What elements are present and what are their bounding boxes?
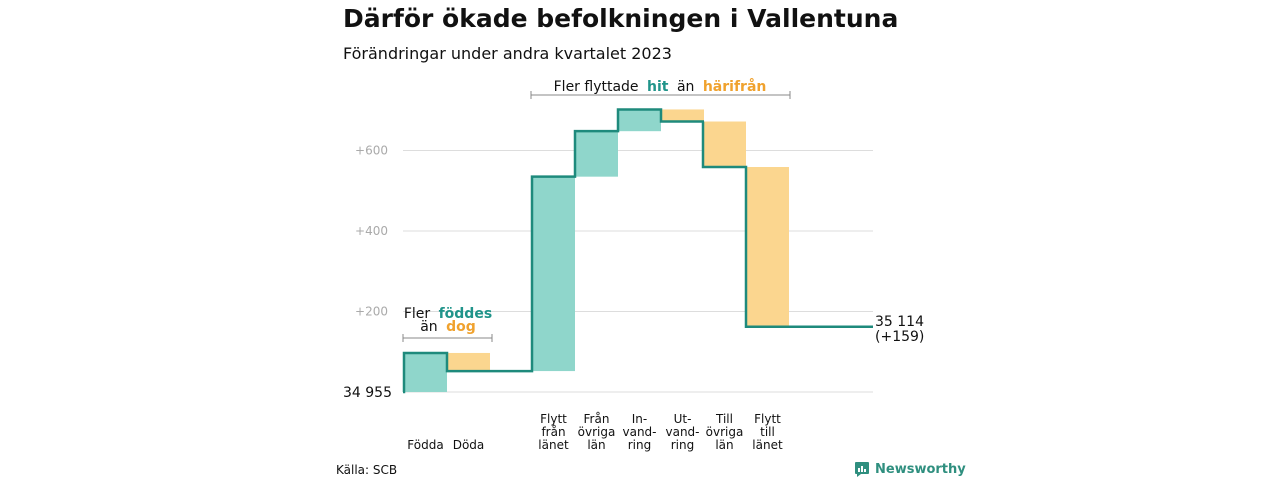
category-label-line: ring bbox=[628, 438, 652, 452]
category-label-line: Från bbox=[584, 412, 610, 426]
chart-subtitle: Förändringar under andra kvartalet 2023 bbox=[343, 44, 672, 63]
category-label-line: Flytt bbox=[754, 412, 781, 426]
category-label: Till övriga län bbox=[706, 412, 744, 452]
y-tick-label: +600 bbox=[355, 144, 388, 158]
moves-annotation-here: hit bbox=[647, 79, 669, 95]
category-label-line: vand- bbox=[622, 425, 656, 439]
category-label-line: länet bbox=[752, 438, 783, 452]
bar-7 bbox=[703, 121, 746, 168]
category-label-line: Flytt bbox=[540, 412, 567, 426]
births-annotation-lead: Fler bbox=[404, 306, 431, 322]
bars bbox=[404, 109, 789, 392]
category-label: Ut-vand-ring bbox=[665, 412, 699, 452]
base-value-label: 34 955 bbox=[343, 385, 392, 401]
end-change-label: (+159) bbox=[875, 329, 924, 345]
births-annotation: Fler föddes än dog bbox=[402, 306, 493, 342]
moves-annotation: Fler flyttade hit än härifrån bbox=[530, 78, 791, 99]
y-tick-label: +400 bbox=[355, 224, 388, 238]
births-annotation-line2: än dog bbox=[420, 319, 476, 335]
births-annotation-highlight: föddes bbox=[439, 306, 493, 322]
category-label-line: Födda bbox=[407, 438, 443, 452]
category-label-line: län bbox=[715, 438, 733, 452]
category-label: Flytt från länet bbox=[538, 412, 569, 452]
bar-3 bbox=[532, 176, 575, 372]
category-label-line: In- bbox=[632, 412, 647, 426]
category-label-line: länet bbox=[538, 438, 569, 452]
bar-6 bbox=[661, 109, 704, 122]
brand-logo[interactable]: Newsworthy bbox=[854, 461, 966, 478]
category-label-line: övriga bbox=[706, 425, 744, 439]
category-label-line: län bbox=[587, 438, 605, 452]
step-line-group bbox=[402, 108, 873, 394]
births-annotation-deaths: dog bbox=[446, 319, 476, 335]
category-label-line: till bbox=[760, 425, 775, 439]
moves-annotation-bracket bbox=[530, 91, 791, 99]
category-label: Födda bbox=[407, 438, 443, 452]
end-value-label: 35 114 bbox=[875, 314, 924, 330]
category-label-line: Ut- bbox=[674, 412, 692, 426]
chart-title: Därför ökade befolkningen i Vallentuna bbox=[343, 4, 899, 33]
moves-annotation-lead: Fler flyttade bbox=[554, 79, 639, 95]
category-label-line: vand- bbox=[665, 425, 699, 439]
category-label: Döda bbox=[453, 438, 485, 452]
y-tick-label: +200 bbox=[355, 305, 388, 319]
chart-bubble-icon bbox=[855, 462, 869, 477]
category-label: In-vand-ring bbox=[622, 412, 656, 452]
category-label-line: ring bbox=[671, 438, 695, 452]
category-label: Från övriga län bbox=[578, 412, 616, 452]
bar-2 bbox=[447, 352, 490, 372]
category-label-line: Döda bbox=[453, 438, 485, 452]
category-label: Flytt till länet bbox=[752, 412, 783, 452]
category-label-line: Till bbox=[715, 412, 733, 426]
bar-5 bbox=[618, 109, 661, 132]
bar-4 bbox=[575, 131, 618, 177]
moves-annotation-than: än bbox=[677, 79, 694, 95]
moves-annotation-text: Fler flyttade hit än härifrån bbox=[554, 78, 767, 95]
category-label-line: övriga bbox=[578, 425, 616, 439]
bar-1 bbox=[404, 352, 447, 392]
category-label-line: från bbox=[541, 425, 565, 439]
grid-lines bbox=[403, 150, 873, 393]
brand-name: Newsworthy bbox=[875, 462, 966, 477]
source-label: Källa: SCB bbox=[336, 463, 398, 477]
births-annotation-line1: Fler föddes bbox=[404, 306, 492, 322]
step-line bbox=[402, 108, 873, 394]
bar-8 bbox=[746, 167, 789, 327]
y-tick-labels: +200 +400 +600 bbox=[355, 144, 388, 319]
births-annotation-than: än bbox=[420, 319, 437, 335]
moves-annotation-from-here: härifrån bbox=[703, 78, 767, 95]
births-annotation-bracket bbox=[402, 334, 493, 342]
